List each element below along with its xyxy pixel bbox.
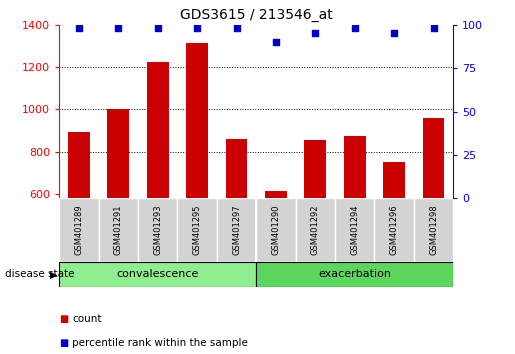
- Point: [390, 30, 398, 36]
- Title: GDS3615 / 213546_at: GDS3615 / 213546_at: [180, 8, 333, 22]
- Bar: [423, 118, 444, 321]
- Bar: [304, 140, 326, 321]
- Point: [153, 25, 162, 31]
- Bar: [59, 262, 256, 287]
- Text: GSM401296: GSM401296: [390, 205, 399, 256]
- Bar: [296, 198, 335, 262]
- Bar: [217, 198, 256, 262]
- Bar: [59, 198, 99, 262]
- Bar: [108, 109, 129, 321]
- Text: ■: ■: [59, 338, 68, 348]
- Bar: [186, 43, 208, 321]
- Text: GSM401289: GSM401289: [75, 205, 83, 256]
- Point: [114, 25, 123, 31]
- Bar: [383, 162, 405, 321]
- Text: exacerbation: exacerbation: [318, 269, 391, 279]
- Point: [311, 30, 319, 36]
- Bar: [335, 198, 374, 262]
- Bar: [147, 62, 168, 321]
- Text: ▶: ▶: [50, 269, 58, 279]
- Text: GSM401294: GSM401294: [350, 205, 359, 255]
- Bar: [265, 191, 287, 321]
- Bar: [256, 198, 296, 262]
- Point: [75, 25, 83, 31]
- Point: [351, 25, 359, 31]
- Bar: [99, 198, 138, 262]
- Point: [232, 25, 241, 31]
- Bar: [344, 136, 366, 321]
- Text: ■: ■: [59, 314, 68, 324]
- Text: GSM401290: GSM401290: [271, 205, 280, 255]
- Bar: [68, 132, 90, 321]
- Bar: [374, 198, 414, 262]
- Bar: [226, 139, 247, 321]
- Text: GSM401297: GSM401297: [232, 205, 241, 256]
- Bar: [177, 198, 217, 262]
- Bar: [256, 262, 453, 287]
- Text: GSM401291: GSM401291: [114, 205, 123, 255]
- Text: GSM401295: GSM401295: [193, 205, 201, 255]
- Point: [430, 25, 438, 31]
- Text: disease state: disease state: [5, 269, 75, 279]
- Text: GSM401293: GSM401293: [153, 205, 162, 256]
- Text: percentile rank within the sample: percentile rank within the sample: [72, 338, 248, 348]
- Point: [272, 39, 280, 45]
- Text: GSM401292: GSM401292: [311, 205, 320, 255]
- Point: [193, 25, 201, 31]
- Text: convalescence: convalescence: [116, 269, 199, 279]
- Bar: [414, 198, 453, 262]
- Bar: [138, 198, 177, 262]
- Text: count: count: [72, 314, 101, 324]
- Text: GSM401298: GSM401298: [429, 205, 438, 256]
